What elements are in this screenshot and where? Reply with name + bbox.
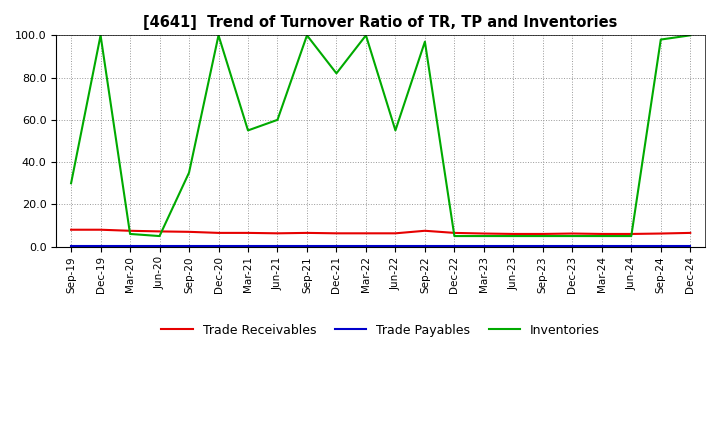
Inventories — [156, 234, 164, 239]
Inventories — [480, 234, 488, 239]
Trade Receivables — [96, 227, 105, 232]
Inventories — [568, 234, 577, 239]
Inventories — [332, 71, 341, 76]
Title: [4641]  Trend of Turnover Ratio of TR, TP and Inventories: [4641] Trend of Turnover Ratio of TR, TP… — [143, 15, 618, 30]
Trade Payables — [361, 243, 370, 248]
Trade Payables — [391, 243, 400, 248]
Trade Receivables — [509, 231, 518, 237]
Legend: Trade Receivables, Trade Payables, Inventories: Trade Receivables, Trade Payables, Inven… — [156, 319, 605, 342]
Trade Receivables — [568, 231, 577, 236]
Inventories — [420, 39, 429, 44]
Trade Payables — [509, 243, 518, 248]
Trade Payables — [568, 243, 577, 248]
Inventories — [126, 231, 135, 237]
Trade Payables — [273, 243, 282, 248]
Trade Receivables — [185, 229, 194, 235]
Trade Payables — [96, 243, 105, 248]
Trade Receivables — [361, 231, 370, 236]
Trade Receivables — [243, 230, 252, 235]
Inventories — [361, 33, 370, 38]
Trade Payables — [598, 243, 606, 248]
Trade Payables — [332, 243, 341, 248]
Inventories — [509, 234, 518, 239]
Trade Receivables — [657, 231, 665, 236]
Trade Payables — [302, 243, 311, 248]
Trade Payables — [214, 243, 222, 248]
Inventories — [67, 180, 76, 186]
Trade Payables — [539, 243, 547, 248]
Trade Payables — [450, 243, 459, 248]
Trade Receivables — [302, 230, 311, 235]
Inventories — [686, 33, 695, 38]
Trade Receivables — [450, 230, 459, 235]
Trade Receivables — [156, 229, 164, 234]
Trade Payables — [243, 243, 252, 248]
Inventories — [539, 234, 547, 239]
Trade Receivables — [539, 231, 547, 237]
Inventories — [450, 234, 459, 239]
Trade Receivables — [686, 230, 695, 235]
Inventories — [185, 170, 194, 175]
Inventories — [598, 234, 606, 239]
Trade Receivables — [126, 228, 135, 233]
Trade Receivables — [420, 228, 429, 233]
Trade Receivables — [627, 231, 636, 237]
Line: Trade Receivables: Trade Receivables — [71, 230, 690, 234]
Trade Payables — [480, 243, 488, 248]
Inventories — [214, 33, 222, 38]
Trade Payables — [420, 243, 429, 248]
Inventories — [627, 234, 636, 239]
Trade Receivables — [332, 231, 341, 236]
Inventories — [391, 128, 400, 133]
Trade Receivables — [214, 230, 222, 235]
Inventories — [273, 117, 282, 122]
Line: Inventories: Inventories — [71, 35, 690, 236]
Trade Payables — [126, 243, 135, 248]
Inventories — [657, 37, 665, 42]
Inventories — [96, 33, 105, 38]
Inventories — [302, 33, 311, 38]
Trade Payables — [657, 243, 665, 248]
Trade Payables — [627, 243, 636, 248]
Trade Receivables — [480, 231, 488, 236]
Trade Payables — [185, 243, 194, 248]
Trade Receivables — [67, 227, 76, 232]
Trade Payables — [67, 243, 76, 248]
Trade Receivables — [391, 231, 400, 236]
Trade Receivables — [273, 231, 282, 236]
Trade Receivables — [598, 231, 606, 237]
Inventories — [243, 128, 252, 133]
Trade Payables — [686, 243, 695, 248]
Trade Payables — [156, 243, 164, 248]
